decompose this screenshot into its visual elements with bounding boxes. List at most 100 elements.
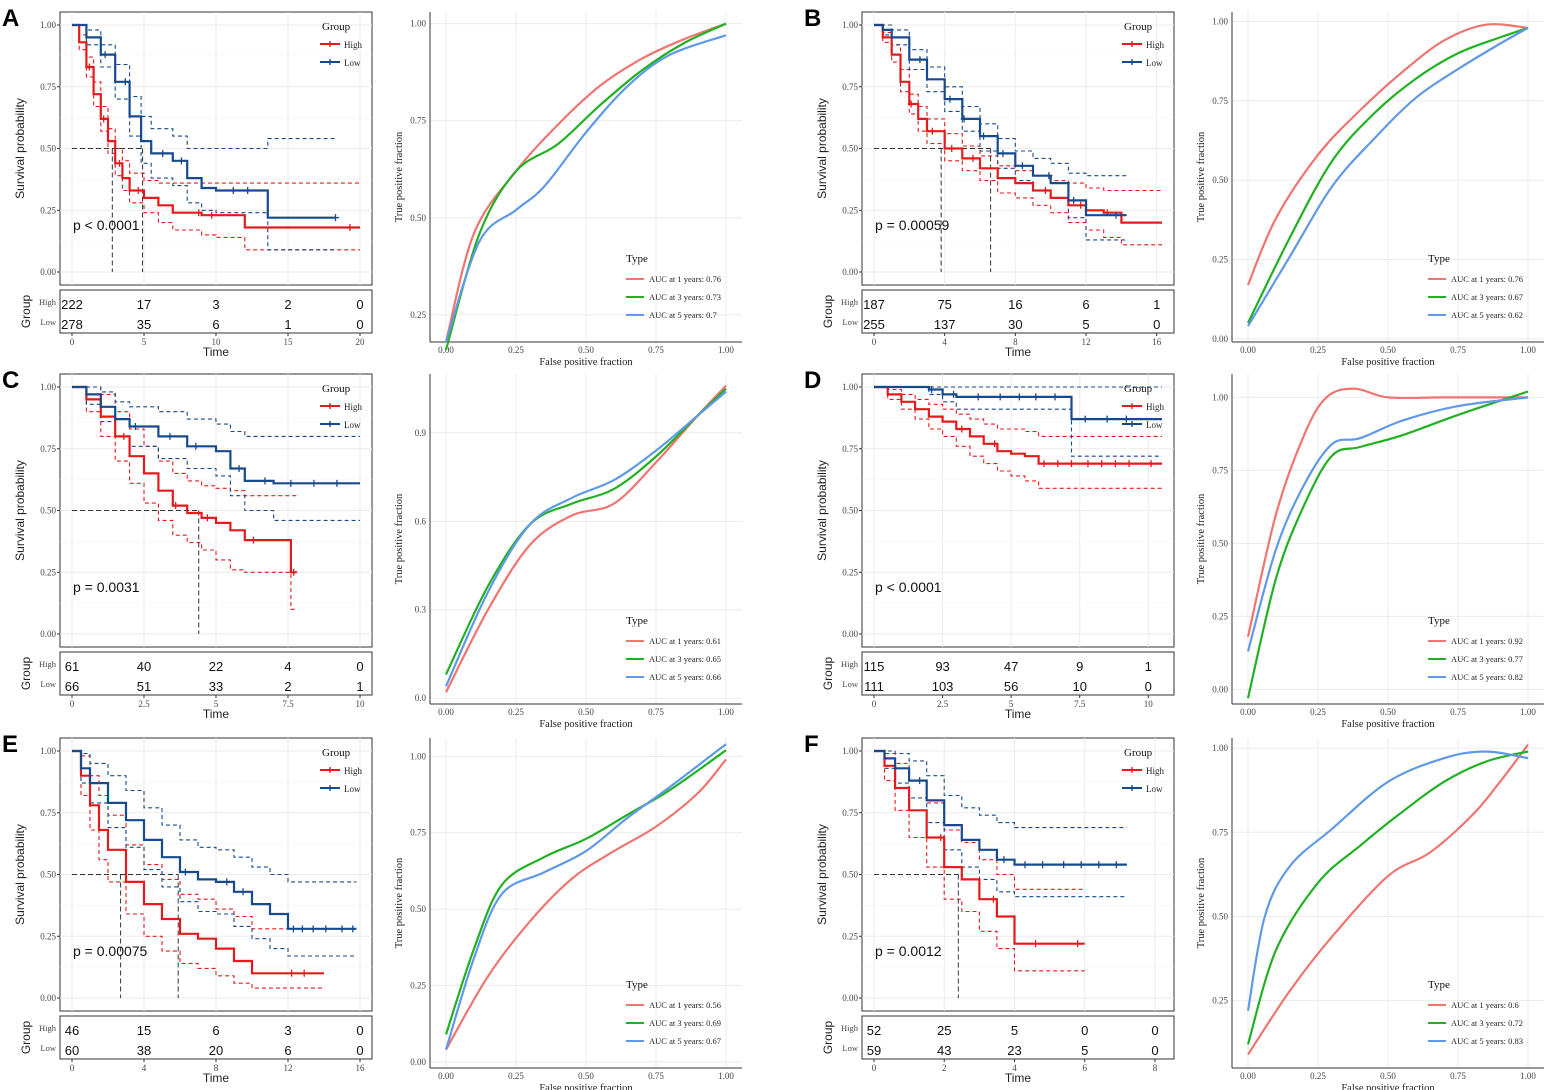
roc-xtick-label: 0.75 <box>1450 345 1466 355</box>
km-legend-key-mark <box>1129 403 1135 409</box>
risk-count: 25 <box>937 1023 951 1038</box>
roc-xtick-label: 0.00 <box>1240 1071 1256 1081</box>
roc-ytick-label: 0.75 <box>1212 827 1228 837</box>
roc-xtick-label: 0.25 <box>1310 707 1326 717</box>
roc-ytick-label: 0.3 <box>415 605 427 615</box>
km-censor-mark <box>159 149 167 157</box>
roc-legend-title: Type <box>626 979 648 991</box>
panel-f: F 0.00 0.25 0.50 0.75 1.00 p = 0.0012 Group High… <box>804 731 1544 1090</box>
km-ytick-label: 0.50 <box>40 506 56 516</box>
km-ci-upper-high <box>874 386 1162 437</box>
risk-count: 20 <box>209 1043 223 1058</box>
risk-count: 187 <box>863 297 885 312</box>
risk-count: 46 <box>65 1023 79 1038</box>
risk-row-label: High <box>841 659 859 669</box>
km-legend-title: Group <box>1124 21 1153 33</box>
km-censor-mark <box>1112 861 1120 869</box>
km-ytick-label: 0.75 <box>40 82 56 92</box>
roc-legend-label: AUC at 3 years: 0.77 <box>1451 654 1523 664</box>
km-ytick-label: 0.00 <box>842 267 858 277</box>
risk-count: 0 <box>356 1043 363 1058</box>
roc-xtick-label: 1.00 <box>1520 707 1536 717</box>
risk-xtick-label: 7.5 <box>1074 699 1086 709</box>
km-censor-mark <box>989 895 997 903</box>
risk-xtick-label: 10 <box>356 699 366 709</box>
km-censor-mark <box>999 149 1007 157</box>
risk-xtick-label: 10 <box>212 337 222 347</box>
roc-xtick-label: 0.00 <box>438 345 454 355</box>
km-censor-mark <box>131 423 139 431</box>
km-ci-lower-low <box>874 750 1127 898</box>
km-curve-low <box>72 385 360 485</box>
km-censor-mark <box>192 442 200 450</box>
km-legend-title: Group <box>1124 747 1153 759</box>
km-curve-low <box>874 23 1127 217</box>
roc-legend-label: AUC at 1 years: 0.56 <box>649 1000 721 1010</box>
risk-table-frame <box>861 289 1175 334</box>
risk-xtick-label: 4 <box>142 1063 147 1073</box>
roc-xlabel: False positive fraction <box>539 719 633 730</box>
km-legend-label: Low <box>344 420 361 430</box>
roc-legend-label: AUC at 3 years: 0.73 <box>649 292 721 302</box>
roc-ytick-label: 0.25 <box>410 310 426 320</box>
risk-xtick-label: 8 <box>1013 337 1018 347</box>
km-censor-mark <box>223 878 231 886</box>
km-censor-mark <box>333 479 341 487</box>
risk-row-label: High <box>39 297 57 307</box>
km-censor-mark <box>1147 460 1155 468</box>
panel-letter: A <box>2 5 19 32</box>
roc-xtick-label: 0.25 <box>508 1071 524 1081</box>
roc-legend-title: Type <box>1428 979 1450 991</box>
km-censor-mark <box>950 390 958 398</box>
km-censor-mark <box>958 425 966 433</box>
risk-table-frame <box>59 651 373 696</box>
risk-xtick-label: 5 <box>214 699 219 709</box>
roc-xtick-label: 0.25 <box>508 345 524 355</box>
roc-curve-auc-5y <box>1246 396 1529 652</box>
risk-count: 6 <box>284 1043 291 1058</box>
km-ci-lower-low <box>72 24 336 251</box>
risk-row-label: Low <box>842 679 858 689</box>
km-censor-mark <box>166 432 174 440</box>
risk-xtick-label: 20 <box>356 337 366 347</box>
risk-row-label: Low <box>842 1043 858 1053</box>
roc-curve-auc-1y <box>1247 744 1529 1056</box>
km-ytick-label: 0.75 <box>842 808 858 818</box>
km-legend-key-mark <box>1129 767 1135 773</box>
km-censor-mark <box>288 969 296 977</box>
km-censor-mark <box>289 925 297 933</box>
risk-table-frame <box>59 1015 373 1060</box>
roc-ytick-label: 0.00 <box>1212 684 1228 694</box>
km-legend-label: High <box>344 402 363 412</box>
km-legend-key-mark <box>327 767 333 773</box>
roc-legend-label: AUC at 1 years: 0.76 <box>649 274 721 284</box>
roc-xtick-label: 0.50 <box>1380 1071 1396 1081</box>
km-pvalue: p = 0.0012 <box>875 943 942 959</box>
roc-ytick-label: 0.50 <box>1212 538 1228 548</box>
risk-table-frame <box>59 289 373 334</box>
km-censor-mark <box>181 868 189 876</box>
km-legend-key-mark <box>1129 785 1135 791</box>
km-censor-mark <box>134 186 142 194</box>
risk-row-label: High <box>841 1023 859 1033</box>
roc-xlabel: False positive fraction <box>1341 1083 1435 1090</box>
km-censor-mark <box>235 465 243 473</box>
km-censor-mark <box>1074 940 1082 948</box>
risk-count: 1 <box>1145 659 1152 674</box>
km-ci-upper-low <box>72 24 336 150</box>
km-ytick-label: 1.00 <box>842 382 858 392</box>
risk-count: 6 <box>212 317 219 332</box>
roc-ytick-label: 0.00 <box>1212 334 1228 344</box>
risk-xtick-label: 16 <box>1152 337 1162 347</box>
roc-legend-label: AUC at 5 years: 0.7 <box>649 310 717 320</box>
km-censor-mark <box>322 925 330 933</box>
risk-xtick-label: 15 <box>284 337 294 347</box>
km-censor-mark <box>928 127 936 135</box>
km-xlabel: Time <box>1005 707 1032 721</box>
roc-legend-label: AUC at 5 years: 0.62 <box>1451 310 1523 320</box>
km-censor-mark <box>309 925 317 933</box>
panel-e: E 0.00 0.25 0.50 0.75 1.00 p = 0.00075 Group Hig… <box>2 731 742 1090</box>
panel-letter: C <box>2 367 19 394</box>
roc-xtick-label: 0.50 <box>578 707 594 717</box>
km-censor-mark <box>300 969 308 977</box>
